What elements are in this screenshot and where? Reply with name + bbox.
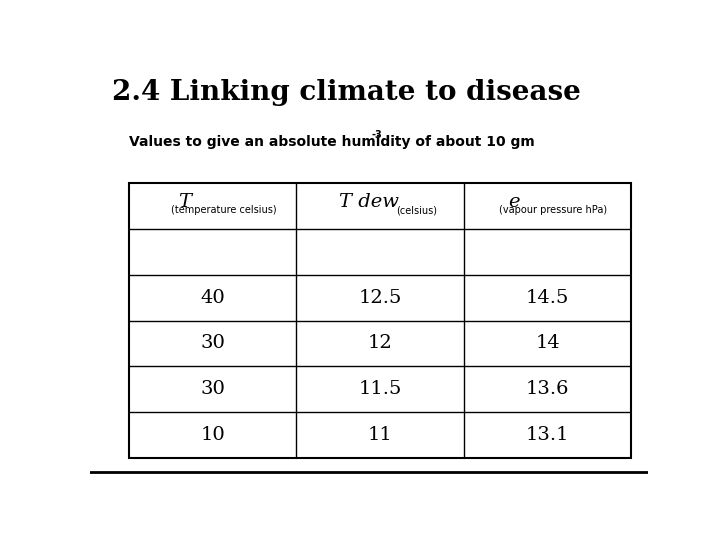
Text: 40: 40 <box>200 289 225 307</box>
Text: 11: 11 <box>368 426 392 444</box>
Text: -3: -3 <box>372 131 382 140</box>
Text: 12: 12 <box>368 334 392 353</box>
Text: 30: 30 <box>200 334 225 353</box>
Text: (temperature celsius): (temperature celsius) <box>171 205 276 215</box>
Text: 10: 10 <box>200 426 225 444</box>
Text: 2.4 Linking climate to disease: 2.4 Linking climate to disease <box>112 79 581 106</box>
Text: 11.5: 11.5 <box>359 380 402 398</box>
Text: 14: 14 <box>535 334 560 353</box>
Text: T: T <box>179 193 192 211</box>
Text: T dew: T dew <box>339 193 399 211</box>
Text: (vapour pressure hPa): (vapour pressure hPa) <box>499 205 607 215</box>
Text: 30: 30 <box>200 380 225 398</box>
Text: e: e <box>508 193 520 211</box>
Text: Values to give an absolute humidity of about 10 gm: Values to give an absolute humidity of a… <box>129 136 535 150</box>
Text: 14.5: 14.5 <box>526 289 570 307</box>
Text: 13.1: 13.1 <box>526 426 570 444</box>
Bar <box>129 183 631 458</box>
Text: 12.5: 12.5 <box>359 289 402 307</box>
Text: 13.6: 13.6 <box>526 380 570 398</box>
Text: (celsius): (celsius) <box>396 205 437 215</box>
